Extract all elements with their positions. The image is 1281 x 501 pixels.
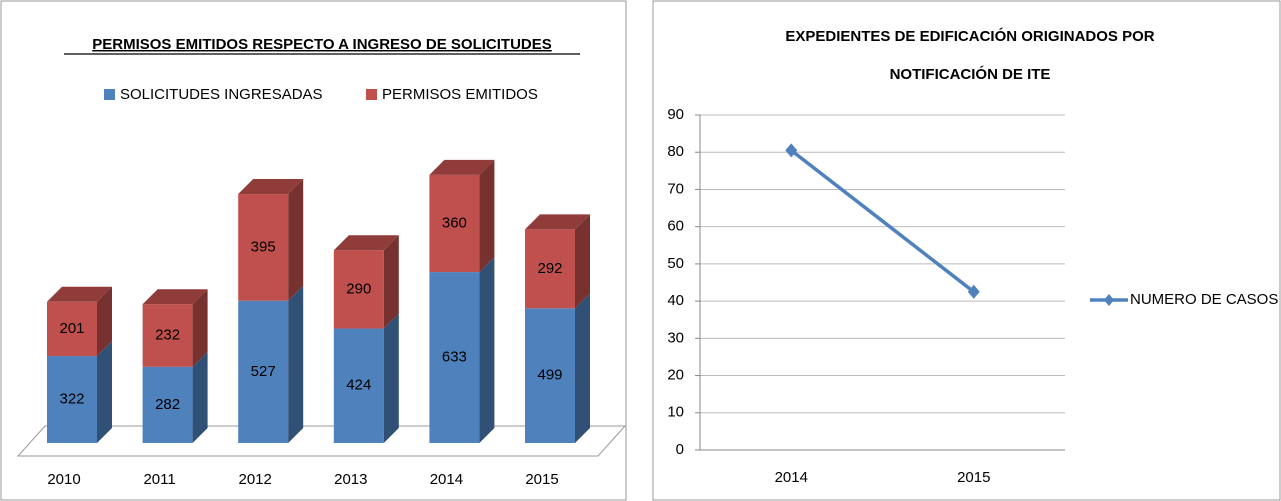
data-label: 395	[251, 238, 276, 255]
data-label: 282	[155, 396, 180, 413]
bar-front	[47, 356, 97, 443]
bar-side	[575, 293, 590, 443]
y-tick-label: 0	[676, 441, 684, 458]
legend-label: PERMISOS EMITIDOS	[382, 86, 538, 103]
legend-marker	[1104, 294, 1114, 306]
data-label: 292	[537, 260, 562, 277]
bar-top	[429, 159, 495, 175]
bar-front	[429, 272, 480, 443]
bar-side	[97, 341, 112, 443]
panel	[652, 0, 1281, 501]
y-tick-label: 40	[667, 292, 684, 309]
bar-front	[333, 250, 384, 329]
chart-title: PERMISOS EMITIDOS RESPECTO A INGRESO DE …	[92, 36, 552, 53]
bar-front	[525, 229, 575, 309]
bar-side	[97, 286, 112, 357]
bar-top	[47, 286, 112, 302]
bar-front	[47, 301, 97, 357]
bar-side	[479, 159, 495, 273]
legend-label: NUMERO DE CASOS	[1130, 291, 1278, 308]
y-tick-label: 60	[667, 218, 684, 235]
x-tick-label: 2013	[334, 471, 367, 488]
data-label: 290	[346, 280, 371, 297]
y-tick-label: 90	[667, 106, 684, 123]
x-tick-label: 2011	[143, 471, 175, 488]
legend-label: SOLICITUDES INGRESADAS	[120, 86, 323, 103]
line	[790, 148, 975, 294]
chart-title: EXPEDIENTES DE EDIFICACIÓN ORIGINADOS PO…	[785, 27, 1154, 45]
bar-side	[288, 179, 304, 301]
marker	[785, 143, 798, 158]
data-label: 322	[59, 390, 84, 407]
data-label: 424	[346, 377, 371, 394]
bar-top	[525, 214, 590, 230]
bar-top	[142, 289, 208, 305]
data-label: 201	[59, 320, 84, 337]
bar-front	[142, 304, 193, 367]
x-tick-label: 2010	[47, 471, 80, 488]
bar-side	[479, 257, 495, 443]
chart-title: NOTIFICACIÓN DE ITE	[890, 65, 1051, 83]
bar-top	[333, 235, 399, 251]
bar-side	[192, 289, 208, 367]
bar-side	[575, 214, 590, 309]
data-label: 499	[537, 367, 562, 384]
y-tick-label: 80	[667, 143, 684, 160]
y-tick-label: 70	[667, 180, 684, 197]
x-tick-label: 2014	[775, 469, 808, 486]
bar-front	[238, 300, 289, 443]
bar-side	[383, 235, 399, 329]
y-tick-label: 50	[667, 255, 684, 272]
bar-front	[238, 194, 289, 301]
y-tick-label: 30	[667, 329, 684, 346]
x-tick-label: 2015	[525, 471, 558, 488]
y-tick-label: 20	[667, 367, 684, 384]
bar-front	[333, 328, 384, 443]
bar-side	[383, 313, 399, 443]
x-tick-label: 2015	[957, 469, 990, 486]
data-label: 633	[442, 349, 467, 366]
data-label: 360	[442, 214, 467, 231]
marker	[967, 284, 980, 299]
x-tick-label: 2014	[430, 471, 463, 488]
y-tick-label: 10	[667, 404, 684, 421]
data-label: 232	[155, 327, 180, 344]
bar-front	[429, 174, 480, 273]
data-label: 527	[251, 363, 276, 380]
x-tick-label: 2012	[239, 471, 272, 488]
legend-swatch	[104, 89, 115, 100]
bar-side	[288, 285, 304, 443]
bar-front	[525, 308, 575, 443]
bar-side	[192, 351, 208, 443]
legend-swatch	[366, 89, 377, 100]
bar-front	[142, 366, 193, 443]
bar-top	[238, 179, 304, 195]
